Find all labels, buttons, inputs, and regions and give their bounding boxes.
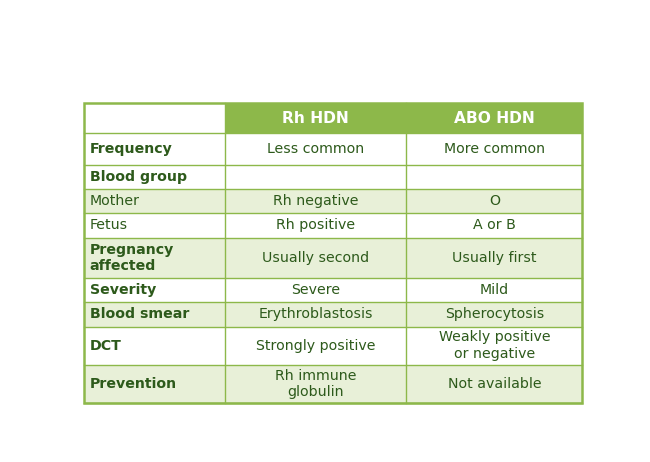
Text: A or B: A or B bbox=[473, 219, 515, 232]
Bar bbox=[84, 278, 582, 302]
Bar bbox=[84, 302, 582, 327]
Bar bbox=[84, 133, 582, 165]
Text: Severe: Severe bbox=[291, 283, 340, 297]
Text: Weakly positive
or negative: Weakly positive or negative bbox=[439, 330, 550, 361]
Bar bbox=[406, 103, 582, 133]
Text: Prevention: Prevention bbox=[90, 377, 177, 390]
Text: Rh positive: Rh positive bbox=[276, 219, 355, 232]
Text: Less common: Less common bbox=[267, 142, 364, 156]
Text: Rh immune
globulin: Rh immune globulin bbox=[275, 369, 356, 399]
Bar bbox=[84, 103, 225, 133]
Text: DCT: DCT bbox=[90, 339, 122, 353]
Text: Spherocytosis: Spherocytosis bbox=[445, 307, 544, 322]
Text: Rh negative: Rh negative bbox=[273, 195, 358, 208]
Bar bbox=[84, 165, 582, 189]
Text: Mother: Mother bbox=[90, 195, 140, 208]
Bar bbox=[84, 103, 582, 403]
Text: Usually first: Usually first bbox=[452, 251, 537, 265]
Text: Rh HDN: Rh HDN bbox=[282, 110, 349, 126]
Text: Blood group: Blood group bbox=[90, 170, 187, 184]
Text: Fetus: Fetus bbox=[90, 219, 128, 232]
Text: Mild: Mild bbox=[480, 283, 509, 297]
Text: More common: More common bbox=[444, 142, 545, 156]
Text: Strongly positive: Strongly positive bbox=[255, 339, 375, 353]
Bar bbox=[84, 327, 582, 365]
Text: Frequency: Frequency bbox=[90, 142, 173, 156]
Text: Not available: Not available bbox=[447, 377, 541, 390]
Bar bbox=[84, 213, 582, 237]
Bar bbox=[84, 365, 582, 403]
Text: Usually second: Usually second bbox=[262, 251, 369, 265]
Text: ABO HDN: ABO HDN bbox=[454, 110, 535, 126]
Bar bbox=[84, 237, 582, 278]
Bar bbox=[225, 103, 406, 133]
Bar bbox=[84, 189, 582, 213]
Text: O: O bbox=[489, 195, 500, 208]
Text: Pregnancy
affected: Pregnancy affected bbox=[90, 243, 174, 273]
Text: Erythroblastosis: Erythroblastosis bbox=[258, 307, 372, 322]
Text: Blood smear: Blood smear bbox=[90, 307, 189, 322]
Text: Severity: Severity bbox=[90, 283, 156, 297]
